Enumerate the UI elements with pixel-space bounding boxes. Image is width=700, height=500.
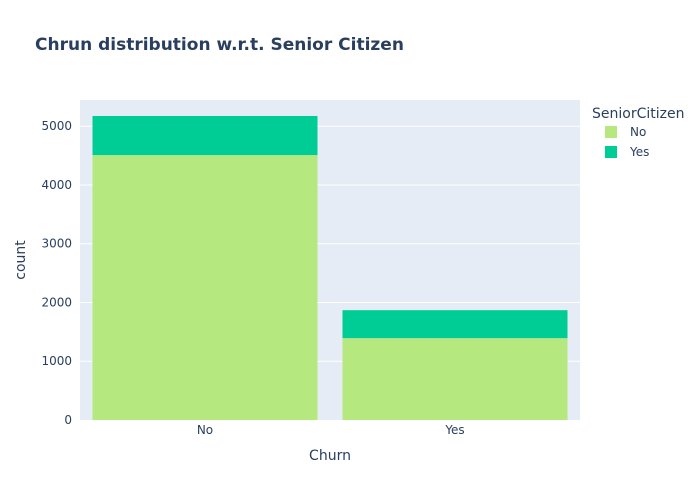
y-tick-label: 5000 (41, 119, 72, 133)
bar-no-no[interactable] (92, 155, 318, 421)
legend-title: SeniorCitizen (592, 106, 684, 122)
y-axis-ticks: 0 1000 2000 3000 4000 5000 (41, 119, 72, 427)
legend: SeniorCitizen No Yes (592, 106, 684, 159)
bar-yes-no[interactable] (342, 338, 568, 420)
x-tick-label: Yes (444, 423, 464, 437)
x-tick-label: No (197, 423, 213, 437)
bar-yes-yes[interactable] (342, 310, 568, 339)
chart-title: Chrun distribution w.r.t. Senior Citizen (35, 35, 404, 55)
legend-swatch[interactable] (605, 126, 617, 138)
y-tick-label: 2000 (41, 295, 72, 309)
y-tick-label: 3000 (41, 237, 72, 251)
bars (92, 115, 568, 421)
x-axis-title: Churn (309, 448, 351, 464)
x-axis-ticks: No Yes (197, 423, 465, 437)
legend-swatch[interactable] (605, 146, 617, 158)
bar-no-yes[interactable] (92, 115, 318, 156)
y-tick-label: 0 (64, 413, 72, 427)
legend-label[interactable]: No (630, 125, 646, 139)
y-axis-title: count (13, 240, 29, 280)
legend-label[interactable]: Yes (629, 145, 649, 159)
y-tick-label: 1000 (41, 354, 72, 368)
y-tick-label: 4000 (41, 178, 72, 192)
